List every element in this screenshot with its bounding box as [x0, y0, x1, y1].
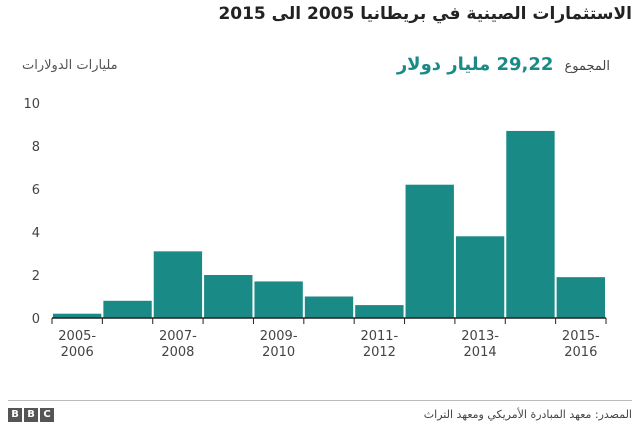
- total-value: 29,22 مليار دولار: [396, 54, 554, 75]
- total-summary: المجموع 29,22 مليار دولار: [397, 54, 610, 75]
- bar: [204, 275, 253, 318]
- total-label: المجموع: [564, 59, 610, 74]
- x-tick-label: 2013-: [461, 329, 499, 344]
- y-tick-label: 10: [23, 97, 40, 112]
- bar: [254, 281, 303, 318]
- x-tick-label: 2011-: [360, 329, 398, 344]
- logo-letter: B: [24, 408, 38, 422]
- x-tick-label: 2014: [464, 345, 497, 360]
- logo-letter: B: [8, 408, 22, 422]
- x-tick-label: 2016: [564, 345, 597, 360]
- bar: [103, 300, 152, 318]
- chart-title: الاستثمارات الصينية في بريطانيا 2005 الى…: [218, 4, 632, 24]
- y-tick-label: 0: [32, 312, 40, 327]
- y-tick-label: 6: [32, 183, 40, 198]
- bar: [355, 305, 404, 318]
- x-tick-label: 2005-: [58, 329, 96, 344]
- y-axis-label: مليارات الدولارات: [22, 58, 118, 73]
- bar: [556, 277, 605, 318]
- y-tick-label: 2: [32, 269, 40, 284]
- footer-divider: [8, 400, 632, 401]
- x-tick-label: 2007-: [159, 329, 197, 344]
- logo-letter: C: [40, 408, 54, 422]
- x-tick-label: 2012: [363, 345, 396, 360]
- x-tick-label: 2006: [61, 345, 94, 360]
- y-tick-label: 4: [32, 226, 40, 241]
- source-note: المصدر: معهد المبادرة الأمريكي ومعهد الت…: [423, 408, 632, 421]
- x-tick-label: 2010: [262, 345, 295, 360]
- bbc-logo: B B C: [8, 408, 54, 422]
- y-tick-label: 8: [32, 140, 40, 155]
- bar: [153, 251, 203, 318]
- bar: [405, 184, 454, 318]
- bar: [53, 313, 102, 318]
- x-tick-label: 2008: [161, 345, 194, 360]
- bar: [455, 236, 505, 318]
- x-tick-label: 2009-: [260, 329, 298, 344]
- bar: [304, 296, 354, 318]
- bar: [506, 130, 555, 318]
- bar-chart: 02468102005-20062007-20082009-20102011-2…: [23, 97, 607, 360]
- x-tick-label: 2015-: [562, 329, 600, 344]
